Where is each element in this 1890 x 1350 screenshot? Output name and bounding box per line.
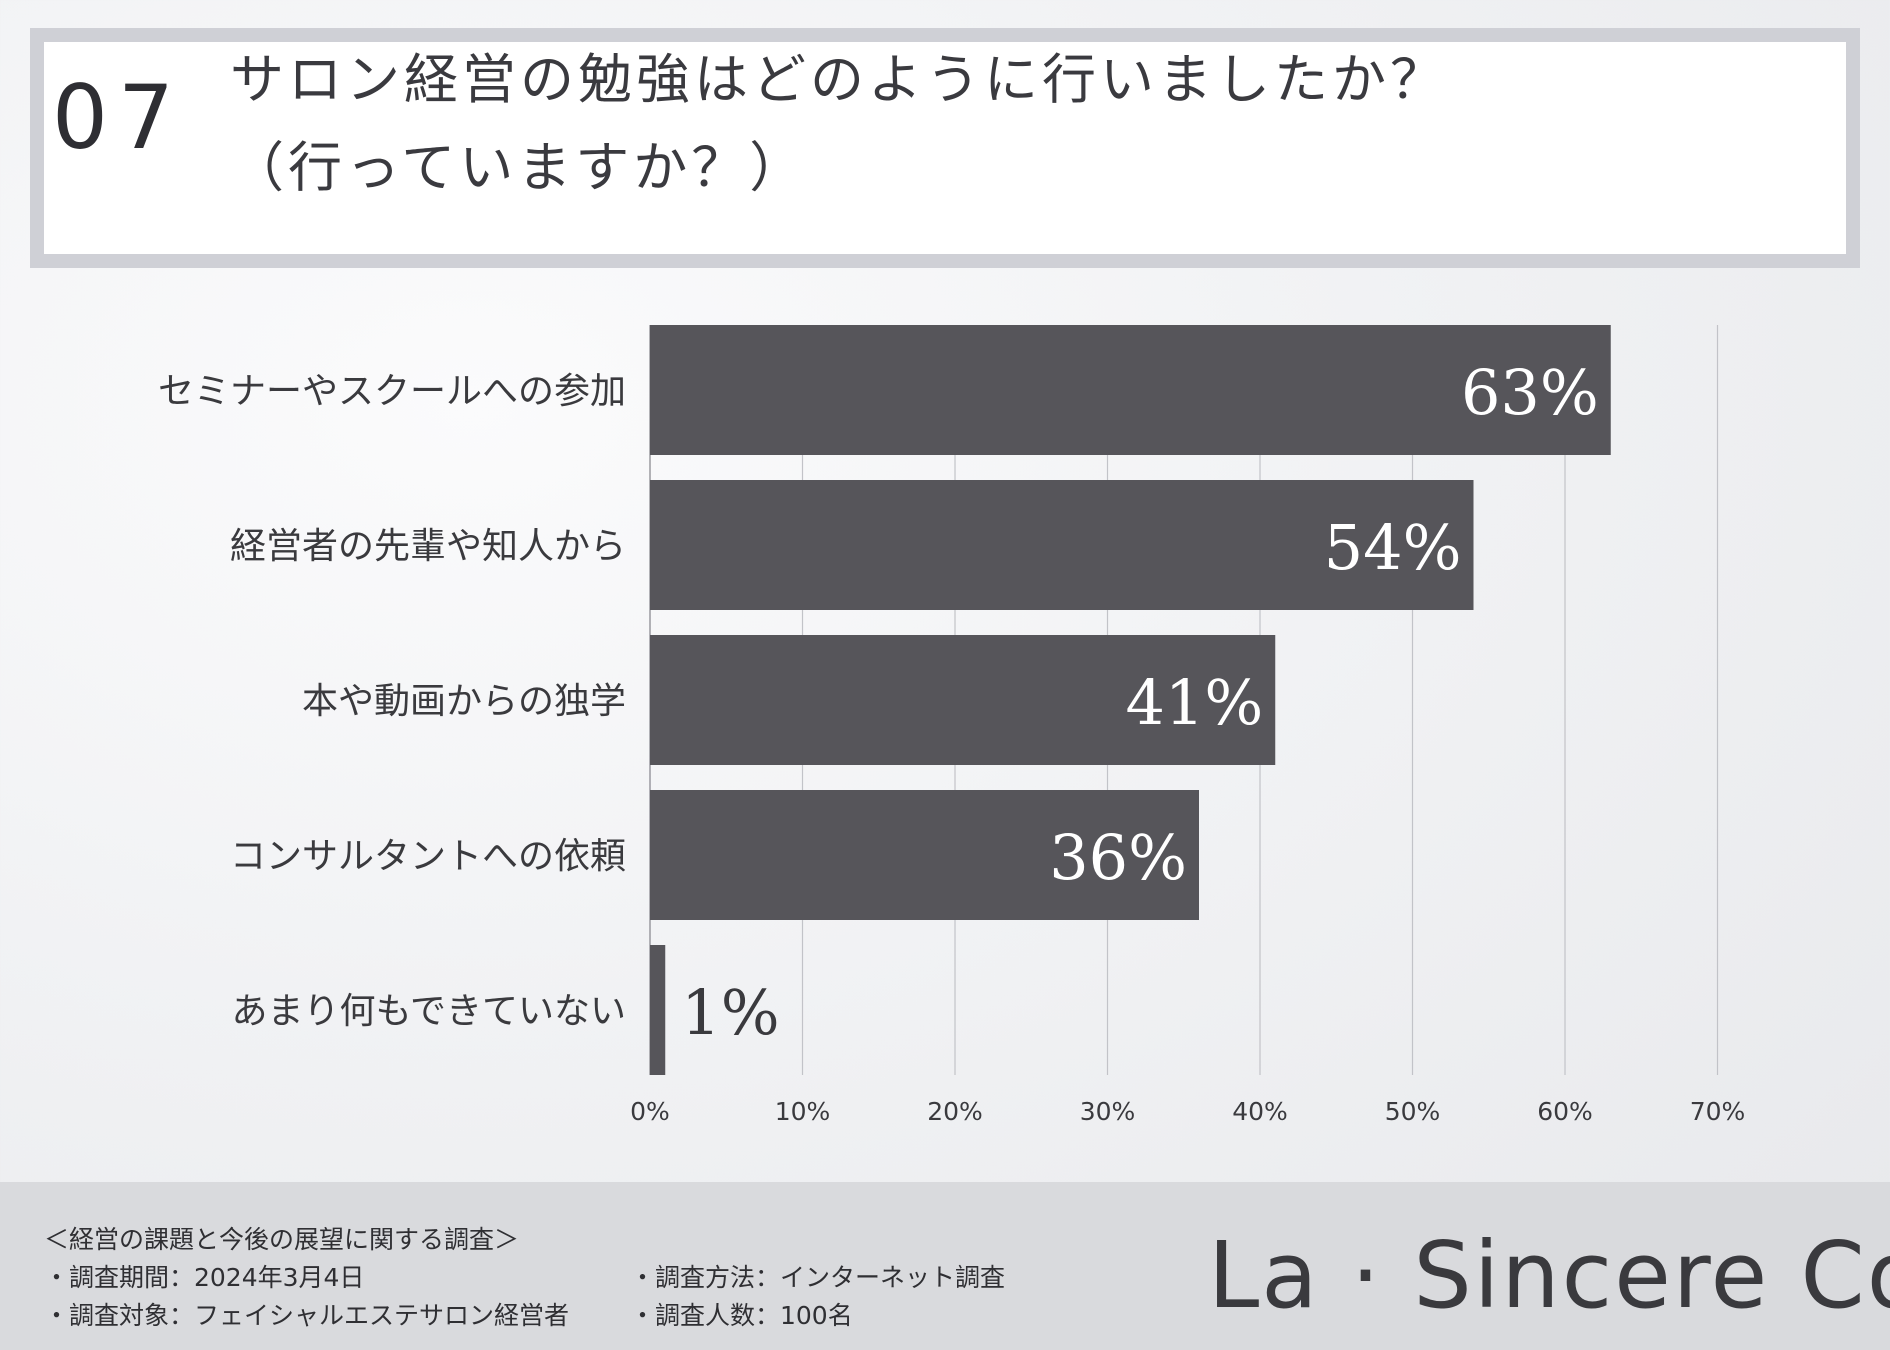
- bar: [650, 325, 1611, 455]
- value-label: 36%: [1049, 821, 1187, 894]
- x-tick-label: 30%: [1080, 1097, 1136, 1126]
- question-title-line1: サロン経営の勉強はどのように行いましたか？: [230, 48, 1448, 111]
- value-label: 1%: [681, 976, 779, 1049]
- footer: ＜経営の課題と今後の展望に関する調査＞ ・調査期間：2024年3月4日 ・調査方…: [0, 1182, 1890, 1350]
- category-label: コンサルタントへの依頼: [230, 836, 626, 877]
- question-title-line2: （行っていますか？）: [230, 136, 808, 199]
- category-label: 経営者の先輩や知人から: [230, 526, 626, 567]
- question-header: [30, 28, 1860, 268]
- bar: [650, 945, 666, 1075]
- question-title: サロン経営の勉強はどのように行いましたか？ （行っていますか？）: [230, 36, 1448, 212]
- survey-period: ・調査期間：2024年3月4日: [44, 1263, 365, 1292]
- value-label: 63%: [1461, 356, 1599, 429]
- x-tick-label: 60%: [1537, 1097, 1593, 1126]
- bar: [650, 790, 1199, 920]
- bar: [650, 480, 1474, 610]
- x-tick-label: 50%: [1385, 1097, 1441, 1126]
- x-tick-label: 10%: [775, 1097, 831, 1126]
- question-number: 07: [52, 66, 184, 169]
- x-tick-label: 40%: [1232, 1097, 1288, 1126]
- x-tick-label: 20%: [927, 1097, 983, 1126]
- survey-method: ・調査方法：インターネット調査: [630, 1263, 1006, 1292]
- category-label: 本や動画からの独学: [302, 681, 626, 722]
- survey-title: ＜経営の課題と今後の展望に関する調査＞: [44, 1225, 520, 1254]
- category-label: セミナーやスクールへの参加: [158, 371, 626, 412]
- survey-count: ・調査人数：100名: [630, 1301, 853, 1330]
- x-tick-label: 70%: [1690, 1097, 1746, 1126]
- value-label: 41%: [1125, 666, 1263, 739]
- survey-target: ・調査対象：フェイシャルエステサロン経営者: [44, 1301, 570, 1330]
- x-tick-label: 0%: [630, 1097, 670, 1126]
- bar: [650, 635, 1276, 765]
- value-label: 54%: [1324, 511, 1462, 584]
- company-logo: La · Sincere Co.: [1208, 1222, 1890, 1329]
- bar-chart: 0% 10% 20% 30% 40% 50% 60% 70% セミナーやスクールへの参加 63% 経…: [158, 325, 1746, 1126]
- category-label: あまり何もできていない: [231, 991, 626, 1032]
